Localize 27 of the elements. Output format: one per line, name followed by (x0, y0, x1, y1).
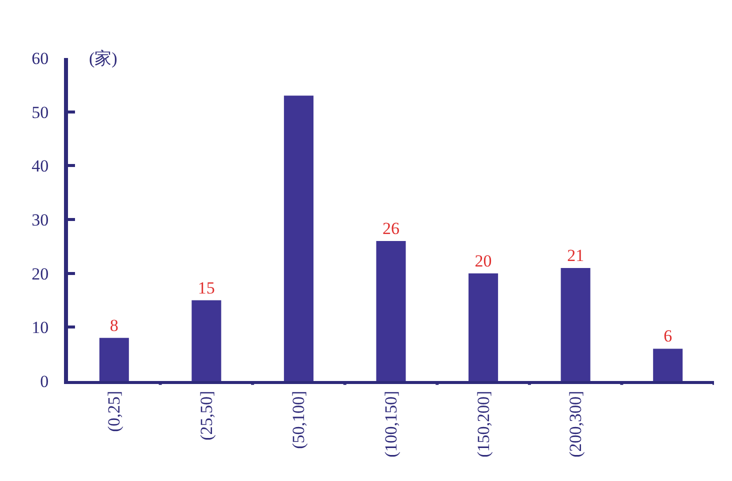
x-tick-label: (100,150] (382, 390, 401, 458)
x-tick-label: (25,50] (196, 390, 216, 440)
y-tick-label: 10 (32, 318, 49, 338)
bar (99, 338, 129, 381)
y-tick-label: 0 (40, 372, 49, 391)
data-label: 8 (110, 316, 118, 335)
y-tick-label: 30 (32, 210, 49, 230)
data-label: 21 (567, 246, 584, 265)
data-label: 26 (382, 219, 400, 238)
x-tick-label: (200,300] (566, 390, 586, 458)
y-axis-title: (家) (89, 49, 118, 68)
y-tick-label: 20 (32, 264, 49, 284)
bar (376, 241, 406, 381)
x-tick-label: (0,25] (104, 390, 124, 432)
bar (468, 273, 498, 381)
bar (192, 300, 222, 381)
y-tick-label: 60 (32, 48, 49, 68)
x-tick-label: (150,200] (474, 390, 493, 458)
x-tick-label: (50,100] (289, 390, 308, 449)
data-label: 6 (664, 326, 672, 346)
data-label: 20 (474, 251, 492, 270)
bar (284, 96, 314, 381)
y-tick-label: 40 (32, 156, 49, 176)
bar (560, 268, 590, 381)
y-tick-label: 50 (32, 102, 49, 122)
data-label: 15 (198, 278, 215, 298)
bar (653, 348, 683, 381)
